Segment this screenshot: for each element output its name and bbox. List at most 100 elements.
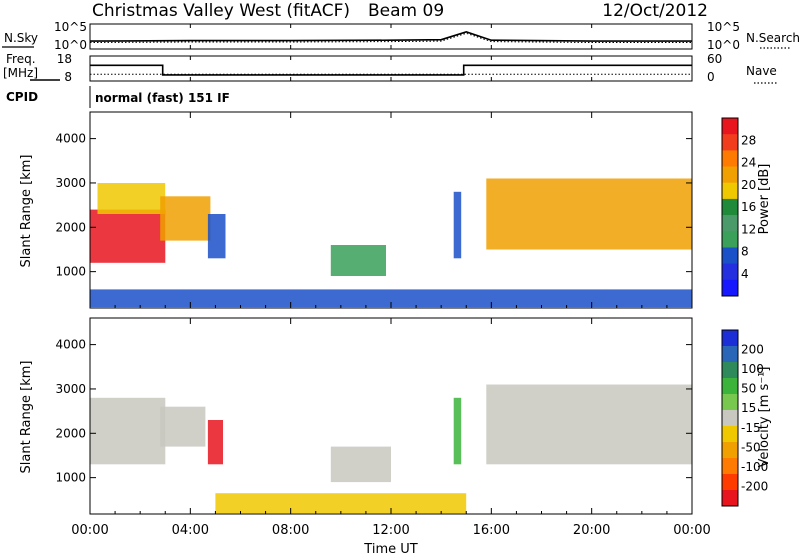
power-colorbar-swatch: [722, 134, 738, 151]
velocity-region: [453, 397, 462, 465]
velocity-ytick-label: 1000: [55, 471, 86, 485]
velocity-ytick-label: 2000: [55, 426, 86, 440]
power-region: [486, 178, 692, 250]
velocity-yaxis: 1000 2000 3000 4000: [55, 338, 692, 485]
nsky-tick-top: 10^5: [54, 20, 87, 34]
time-axis-label: Time UT: [363, 542, 417, 554]
velocity-colorbar-tick-label: -100: [741, 460, 768, 474]
velocity-data: [90, 384, 692, 514]
power-colorbar-swatch: [722, 182, 738, 200]
velocity-colorbar-tick-label: -200: [741, 479, 768, 493]
date-label: 12/Oct/2012: [602, 1, 708, 21]
time-tick-label: 12:00: [372, 523, 409, 538]
power-region: [90, 289, 692, 308]
power-ytick-label: 3000: [55, 176, 86, 190]
velocity-colorbar-label: Velocity [m s⁻¹]: [757, 367, 772, 468]
power-region: [453, 191, 462, 259]
velocity-colorbar-tick-label: 100: [741, 362, 764, 376]
nsky-label: N.Sky: [4, 31, 38, 45]
velocity-colorbar: 200 100 50 15 -15 -50 -100 -200: [721, 329, 768, 507]
time-tick-label: 16:00: [473, 523, 510, 538]
freq-label-line2: [MHz]: [3, 66, 38, 80]
power-data: [90, 178, 692, 308]
power-colorbar-swatch: [722, 247, 738, 264]
time-axis: 00:00 04:00 08:00 12:00 16:00 20:00 00:00: [71, 24, 711, 538]
freq-tick-bottom: 8: [64, 70, 72, 84]
power-region: [160, 196, 211, 241]
velocity-colorbar-swatch: [722, 426, 738, 443]
nave-label: Nave: [746, 64, 777, 78]
nsearch-tick-bottom: 10^0: [707, 38, 740, 52]
power-colorbar-swatch: [722, 231, 738, 248]
power-colorbar-tick-label: 28: [741, 133, 756, 147]
power-colorbar-swatch: [722, 198, 738, 216]
power-colorbar-swatch: [722, 215, 738, 232]
power-region: [97, 183, 166, 214]
velocity-colorbar-tick-label: 50: [741, 382, 756, 396]
velocity-ylabel: Slant Range [km]: [19, 361, 34, 474]
velocity-colorbar-swatch: [722, 330, 738, 347]
velocity-colorbar-swatch: [722, 442, 738, 459]
power-colorbar-tick-label: 12: [741, 222, 756, 236]
power-colorbar-tick-label: 4: [741, 267, 749, 281]
power-colorbar-label: Power [dB]: [757, 164, 772, 235]
velocity-colorbar-swatch: [722, 394, 738, 411]
velocity-colorbar-swatch: [722, 474, 738, 491]
nsearch-tick-top: 10^5: [707, 20, 740, 34]
velocity-region: [330, 446, 391, 483]
power-panel: 1000 2000 3000 4000 Slant Range [km]: [19, 111, 693, 309]
time-tick-label: 08:00: [272, 523, 309, 538]
nsearch-label: N.Search: [746, 31, 800, 45]
velocity-region: [90, 397, 166, 465]
power-colorbar-frame: [721, 117, 739, 297]
power-colorbar-swatch: [722, 166, 738, 183]
velocity-region: [160, 406, 206, 447]
velocity-colorbar-tick-label: -50: [741, 440, 761, 454]
nsky-tick-bottom: 10^0: [54, 38, 87, 52]
power-region: [207, 214, 226, 259]
velocity-region: [215, 493, 467, 514]
power-region: [90, 209, 166, 263]
beam-label: Beam 09: [368, 1, 444, 21]
cpid-text: normal (fast) 151 IF: [95, 91, 230, 105]
power-region: [330, 245, 386, 276]
velocity-colorbar-tick-label: -15: [741, 421, 761, 435]
nsearch-line: [89, 32, 692, 43]
nave-tick-top: 60: [707, 52, 722, 66]
time-tick-label: 20:00: [573, 523, 610, 538]
power-colorbar-swatch: [722, 118, 738, 135]
power-colorbar-tick-label: 8: [741, 245, 749, 259]
power-colorbar-tick-label: 20: [741, 178, 756, 192]
power-ytick-label: 2000: [55, 220, 86, 234]
nave-tick-bottom: 0: [707, 70, 715, 84]
velocity-colorbar-swatch: [722, 362, 738, 379]
velocity-region: [486, 384, 692, 465]
velocity-colorbar-swatch: [722, 458, 738, 475]
velocity-panel: 1000 2000 3000 4000 Slant Range [km]: [19, 317, 693, 515]
power-colorbar-swatch: [722, 263, 738, 281]
power-colorbar-tick-label: 24: [741, 156, 756, 170]
noise-panel: N.Sky 10^5 10^0 10^5 10^0 N.Search: [2, 20, 800, 52]
time-tick-label: 00:00: [673, 523, 710, 538]
velocity-colorbar-swatch: [722, 378, 738, 395]
power-ytick-label: 4000: [55, 132, 86, 146]
time-tick-label: 00:00: [71, 523, 108, 538]
power-colorbar-tick-label: 16: [741, 200, 756, 214]
velocity-colorbar-swatch: [722, 410, 738, 427]
velocity-colorbar-frame: [721, 329, 739, 507]
freq-tick-top: 18: [57, 52, 72, 66]
power-ytick-label: 1000: [55, 265, 86, 279]
velocity-colorbar-tick-label: 15: [741, 401, 756, 415]
nsky-line: [89, 31, 692, 42]
velocity-colorbar-swatch: [722, 490, 738, 507]
velocity-colorbar-swatch: [722, 346, 738, 363]
freq-line: [90, 64, 692, 76]
velocity-ytick-label: 3000: [55, 382, 86, 396]
power-colorbar-swatch: [722, 150, 738, 167]
plot-title: Christmas Valley West (fitACF): [92, 1, 350, 21]
power-colorbar: 28 24 20 16 12 8 4: [721, 117, 756, 297]
cpid-label: CPID: [6, 90, 38, 104]
velocity-region: [207, 420, 223, 465]
power-yaxis: 1000 2000 3000 4000: [55, 132, 692, 279]
